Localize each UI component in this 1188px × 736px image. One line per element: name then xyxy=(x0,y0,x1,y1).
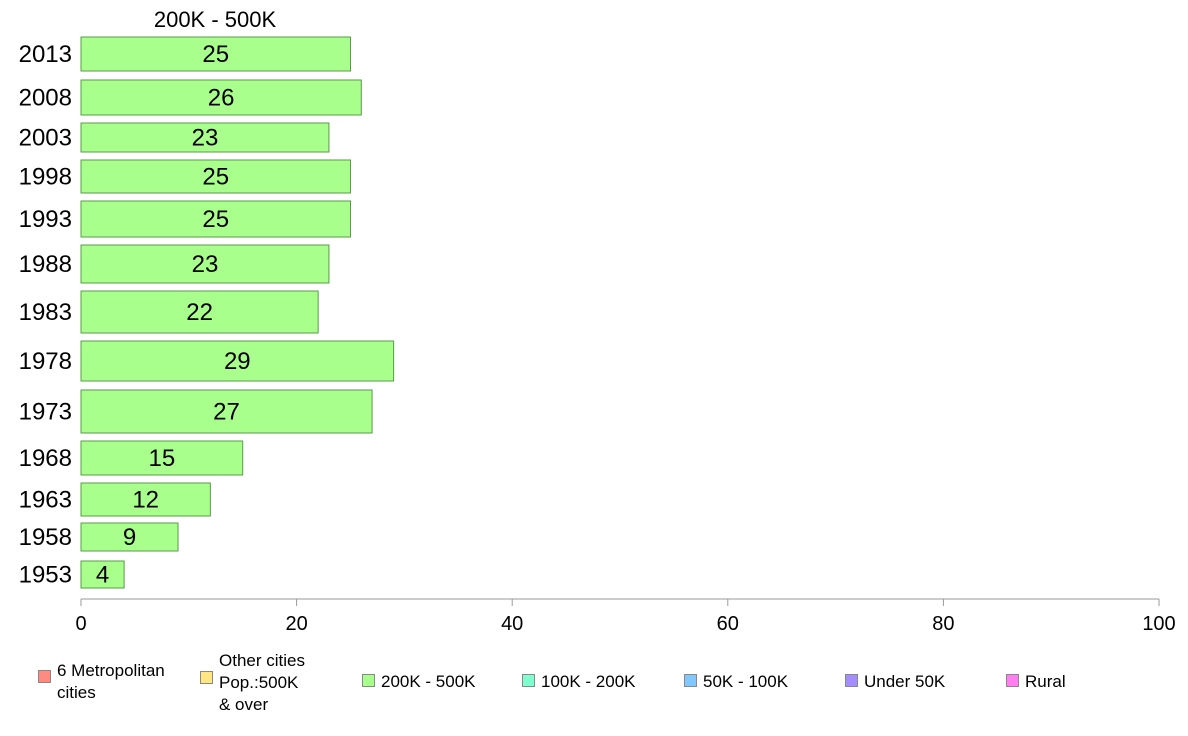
legend-swatch xyxy=(522,674,535,687)
bar-1963 xyxy=(80,482,211,517)
bar-1973 xyxy=(80,389,373,434)
category-label: 1953 xyxy=(19,562,72,589)
bar-1998 xyxy=(80,159,351,194)
category-label: 2013 xyxy=(19,41,72,68)
legend-label: Under 50K xyxy=(864,672,946,691)
bar-2008 xyxy=(80,79,362,116)
legend-item: 100K - 200K xyxy=(522,671,636,693)
legend-label: 50K - 100K xyxy=(703,672,789,691)
x-tick-label: 40 xyxy=(501,613,523,635)
legend-label: 6 Metropolitan cities xyxy=(57,661,165,702)
bars-group: 25 2013 26 2008 23 2003 25 1998 25 1993 23 1988 22 19… xyxy=(19,36,395,589)
bar-2013 xyxy=(80,36,351,72)
legend-item: Under 50K xyxy=(845,671,945,693)
x-tick-label: 20 xyxy=(285,613,307,635)
bar-value-label: 26 xyxy=(208,85,235,112)
x-tick-label: 60 xyxy=(717,613,739,635)
legend-item: Rural xyxy=(1006,671,1066,693)
legend-swatch xyxy=(200,671,213,684)
category-label: 2003 xyxy=(19,125,72,152)
category-label: 1968 xyxy=(19,445,72,472)
legend-swatch xyxy=(845,674,858,687)
x-tick-label: 100 xyxy=(1142,613,1175,635)
bar-1983 xyxy=(80,290,319,334)
category-label: 2008 xyxy=(19,85,72,112)
legend-swatch xyxy=(38,670,51,683)
category-label: 1983 xyxy=(19,299,72,326)
bar-1968 xyxy=(80,440,244,476)
legend-label: Other cities Pop.:500K & over xyxy=(219,651,305,714)
chart-title: 200K - 500K xyxy=(154,7,277,32)
x-tick-label: 80 xyxy=(932,613,954,635)
bar-value-label: 29 xyxy=(224,348,251,375)
bar-1953 xyxy=(80,560,125,589)
bar-value-label: 4 xyxy=(96,562,109,589)
legend-swatch xyxy=(362,674,375,687)
legend-swatch xyxy=(1006,674,1019,687)
legend-item: 50K - 100K xyxy=(684,671,788,693)
category-label: 1993 xyxy=(19,206,72,233)
legend-label: 200K - 500K xyxy=(381,672,476,691)
bar-chart: 200K - 500K 25 2013 26 2008 23 2003 25 1998 25 19… xyxy=(19,7,1176,635)
legend: 6 Metropolitan cities Other cities Pop.:5… xyxy=(0,646,1188,726)
category-label: 1958 xyxy=(19,524,72,551)
x-tick-label: 0 xyxy=(75,613,86,635)
legend-item: 200K - 500K xyxy=(362,671,476,693)
legend-item: 6 Metropolitan cities xyxy=(38,660,165,704)
bar-1958 xyxy=(80,522,179,552)
bar-value-label: 27 xyxy=(213,399,240,426)
legend-swatch xyxy=(684,674,697,687)
category-label: 1963 xyxy=(19,487,72,514)
legend-label: 100K - 200K xyxy=(541,672,636,691)
category-label: 1973 xyxy=(19,399,72,426)
bar-value-label: 22 xyxy=(186,299,213,326)
bar-value-label: 25 xyxy=(202,41,229,68)
bar-1993 xyxy=(80,200,351,238)
category-label: 1978 xyxy=(19,348,72,375)
bar-value-label: 25 xyxy=(202,164,229,191)
bar-1988 xyxy=(80,244,330,284)
category-label: 1988 xyxy=(19,251,72,278)
bar-value-label: 9 xyxy=(123,524,136,551)
legend-label: Rural xyxy=(1025,672,1066,691)
bar-2003 xyxy=(80,122,330,153)
x-axis: 0 20 40 60 80 100 xyxy=(75,598,1176,635)
bar-value-label: 25 xyxy=(202,206,229,233)
bar-1978 xyxy=(80,340,395,382)
bar-value-label: 23 xyxy=(192,251,219,278)
category-label: 1998 xyxy=(19,164,72,191)
bar-value-label: 23 xyxy=(192,125,219,152)
legend-item: Other cities Pop.:500K & over xyxy=(200,650,305,716)
bar-value-label: 12 xyxy=(132,487,159,514)
bar-value-label: 15 xyxy=(148,445,175,472)
